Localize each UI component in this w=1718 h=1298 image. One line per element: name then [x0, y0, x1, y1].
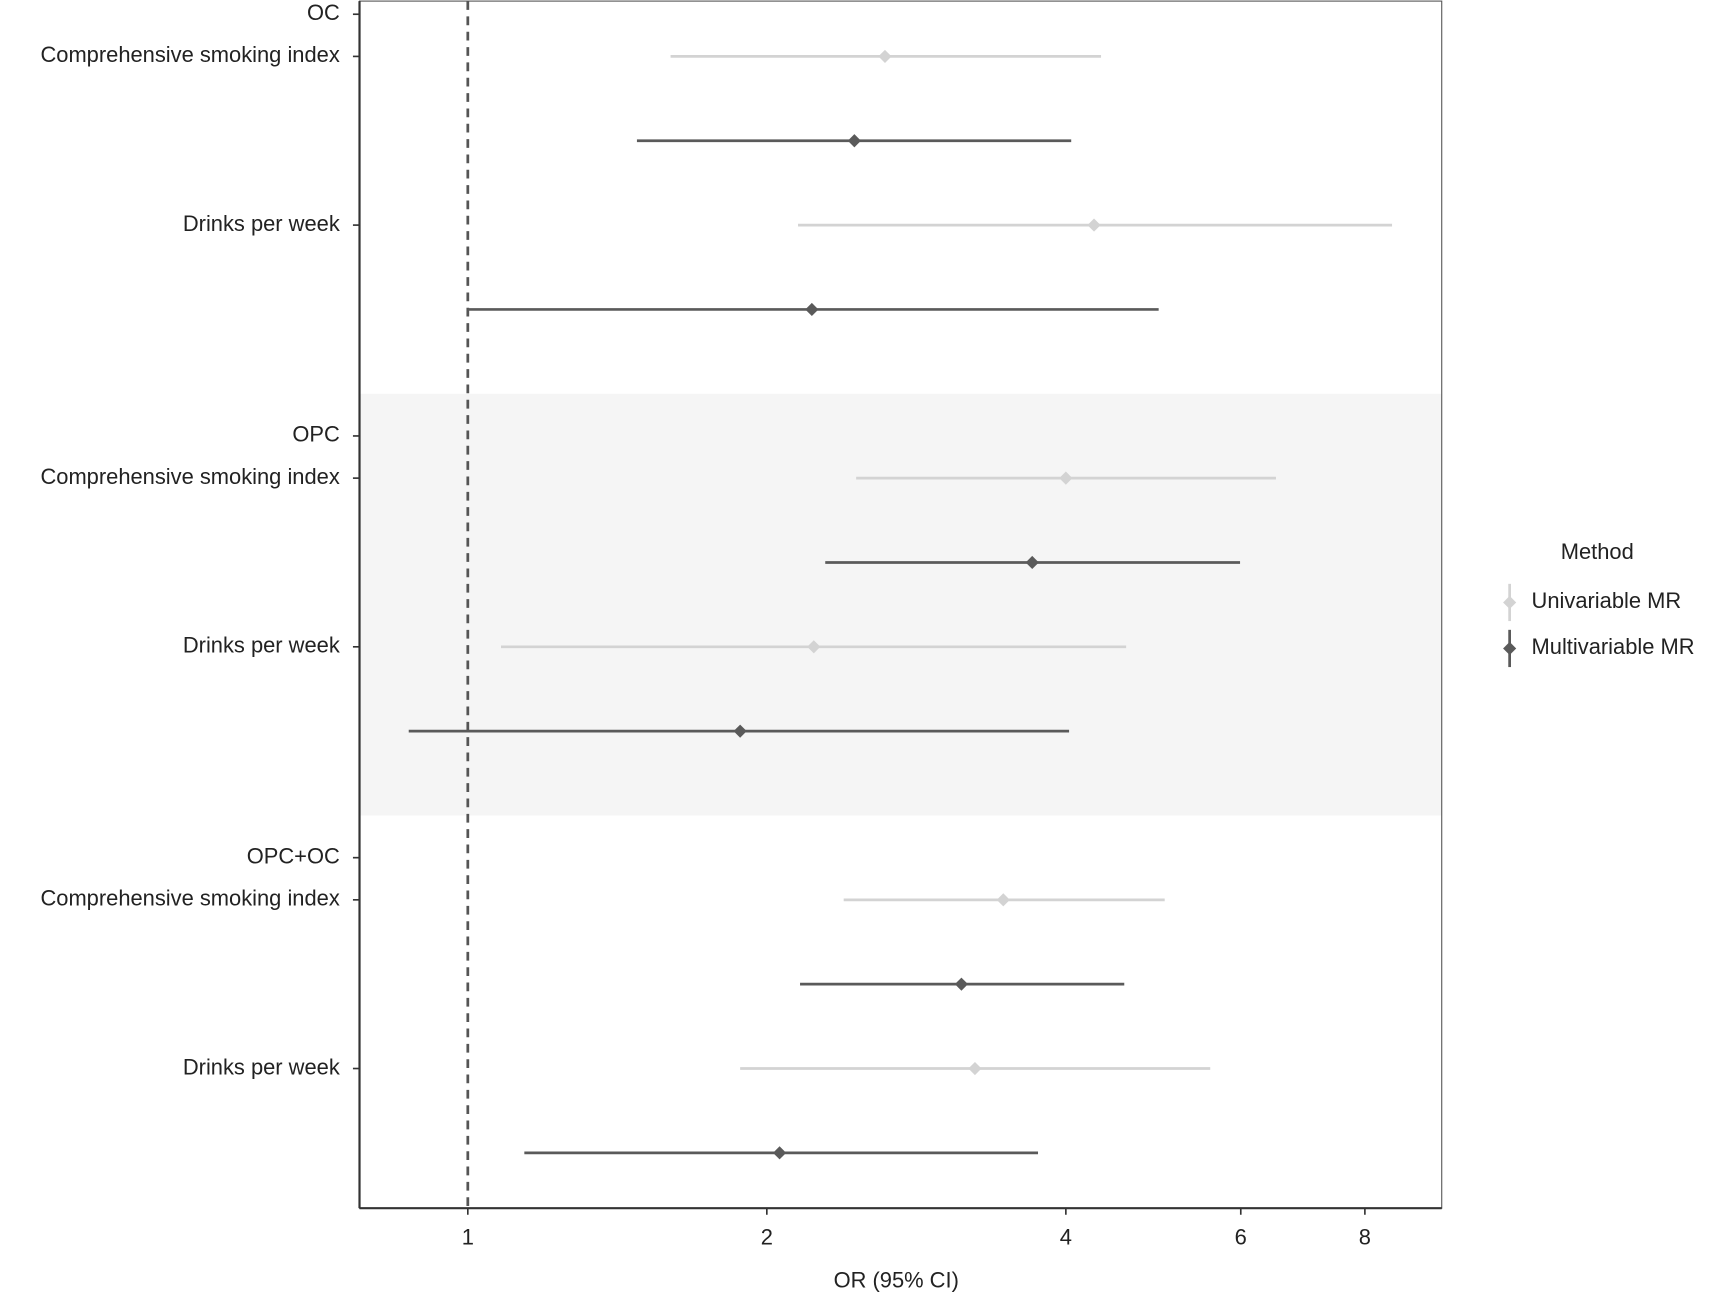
- point-estimate: [996, 893, 1010, 907]
- legend-label: Univariable MR: [1532, 588, 1682, 613]
- x-tick-label: 4: [1060, 1225, 1072, 1250]
- exposure-label: Comprehensive smoking index: [40, 886, 339, 911]
- point-estimate: [1087, 218, 1101, 232]
- point-estimate: [733, 724, 747, 738]
- exposure-label: Comprehensive smoking index: [40, 42, 339, 67]
- legend-title: Method: [1561, 539, 1634, 564]
- point-estimate: [1059, 471, 1073, 485]
- group-label: OPC: [292, 422, 339, 447]
- exposure-label: Drinks per week: [183, 633, 340, 658]
- legend-key-point: [1503, 641, 1517, 656]
- x-axis-label: OR (95% CI): [834, 1267, 959, 1292]
- x-tick-label: 6: [1235, 1225, 1247, 1250]
- plot-layer: 1 2 4 6 8 OC Comprehensive smoking index Drinks…: [40, 0, 1443, 1250]
- group-label: OPC+OC: [247, 843, 340, 868]
- point-estimate: [847, 134, 861, 148]
- x-tick-label: 8: [1359, 1225, 1371, 1250]
- legend-key-point: [1503, 595, 1517, 610]
- legend-label: Multivariable MR: [1532, 634, 1695, 659]
- point-estimate: [954, 977, 968, 991]
- point-estimate: [968, 1061, 982, 1076]
- point-estimate: [1025, 555, 1039, 570]
- point-estimate: [878, 49, 892, 63]
- exposure-label: Drinks per week: [183, 1054, 340, 1079]
- point-estimate: [807, 640, 821, 654]
- exposure-label: Comprehensive smoking index: [40, 464, 339, 489]
- x-tick-label: 1: [462, 1225, 474, 1250]
- group-band: [359, 393, 1442, 816]
- x-tick-label: 2: [761, 1225, 773, 1250]
- point-estimate: [805, 302, 819, 317]
- exposure-label: Drinks per week: [183, 211, 340, 236]
- group-label: OC: [307, 0, 340, 25]
- point-estimate: [773, 1146, 787, 1160]
